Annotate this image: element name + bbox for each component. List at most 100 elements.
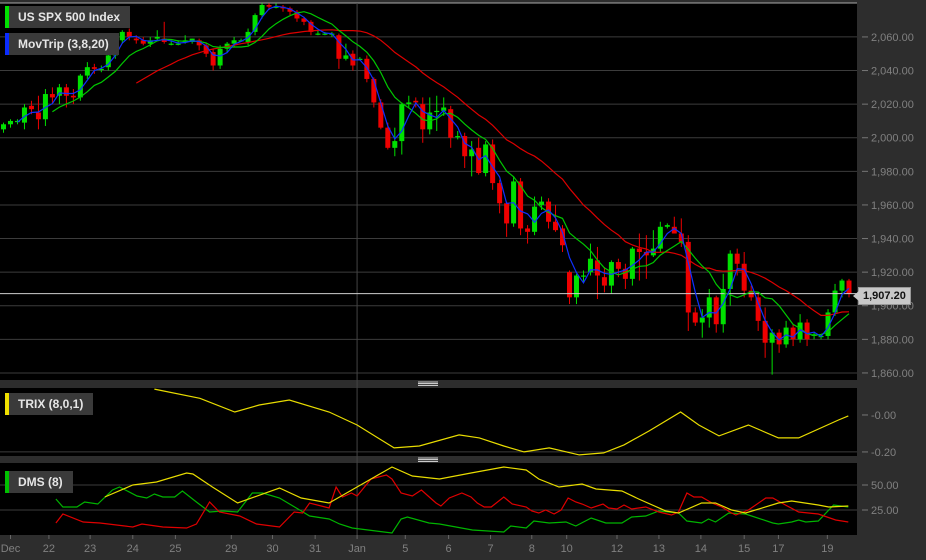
trix-panel[interactable] <box>154 388 849 456</box>
candle[interactable] <box>755 292 761 331</box>
candle[interactable] <box>392 127 398 157</box>
candle-body <box>322 33 328 35</box>
candle[interactable] <box>594 246 600 300</box>
candle[interactable] <box>91 63 97 74</box>
candle[interactable] <box>210 48 216 71</box>
candle-body <box>7 120 13 125</box>
candle[interactable] <box>126 28 132 41</box>
candle[interactable] <box>217 45 223 69</box>
candle-body <box>846 280 852 294</box>
candle[interactable] <box>804 319 810 347</box>
candle-body <box>734 253 740 264</box>
candle[interactable] <box>713 295 719 333</box>
candle[interactable] <box>259 3 265 19</box>
legend-main[interactable]: US SPX 500 Index <box>5 6 131 28</box>
candle[interactable] <box>692 307 698 326</box>
candle[interactable] <box>343 43 349 61</box>
candle[interactable] <box>483 141 489 177</box>
splitter-grip-icon[interactable] <box>418 457 438 462</box>
legend-trix[interactable]: TRIX (8,0,1) <box>5 393 94 415</box>
dms-color-swatch <box>5 471 9 493</box>
candle[interactable] <box>706 288 712 328</box>
candle[interactable] <box>441 97 447 116</box>
candle[interactable] <box>518 178 524 236</box>
candle[interactable] <box>636 233 642 281</box>
candle[interactable] <box>462 132 468 168</box>
candle[interactable] <box>1 122 6 133</box>
candle[interactable] <box>455 131 461 140</box>
candle[interactable] <box>119 30 125 44</box>
candle[interactable] <box>476 137 482 175</box>
candle[interactable] <box>7 119 13 128</box>
candle[interactable] <box>532 196 538 236</box>
candle[interactable] <box>825 309 831 340</box>
candle[interactable] <box>832 283 838 316</box>
dms-panel[interactable] <box>55 466 849 534</box>
candle[interactable] <box>622 263 628 289</box>
candle[interactable] <box>504 201 510 237</box>
ma-slow-line <box>135 29 850 316</box>
candle[interactable] <box>573 273 579 305</box>
candle[interactable] <box>308 20 314 36</box>
candle[interactable] <box>371 77 377 108</box>
candle-body <box>601 277 607 286</box>
candle[interactable] <box>846 278 852 298</box>
candle[interactable] <box>336 33 342 69</box>
candle[interactable] <box>511 176 517 227</box>
candle[interactable] <box>601 267 607 293</box>
candle[interactable] <box>560 225 566 252</box>
candle[interactable] <box>140 36 146 46</box>
candle[interactable] <box>790 324 796 347</box>
price-panel[interactable] <box>0 3 857 375</box>
candle[interactable] <box>105 53 111 71</box>
candle[interactable] <box>629 246 635 286</box>
candle-body <box>560 228 566 246</box>
candle-body <box>420 104 426 130</box>
candle-body <box>399 104 405 142</box>
candle[interactable] <box>734 248 740 276</box>
legend-movtrip[interactable]: MovTrip (3,8,20) <box>5 33 119 55</box>
candle[interactable] <box>196 38 202 51</box>
candle[interactable] <box>497 179 503 214</box>
candle[interactable] <box>664 223 670 229</box>
x-tick-label: 14 <box>695 543 707 555</box>
candle[interactable] <box>525 225 531 244</box>
candle-body <box>622 268 628 279</box>
candle-body <box>713 297 719 325</box>
candle[interactable] <box>615 258 621 278</box>
candle[interactable] <box>252 13 258 36</box>
candle[interactable] <box>776 329 782 353</box>
candle[interactable] <box>301 16 307 26</box>
candle[interactable] <box>364 55 370 83</box>
candle[interactable] <box>406 95 412 108</box>
candle[interactable] <box>434 95 440 132</box>
candle[interactable] <box>699 309 705 338</box>
candle[interactable] <box>566 270 572 305</box>
candle[interactable] <box>294 10 300 22</box>
dms-plus-line <box>55 486 849 534</box>
candle[interactable] <box>84 62 90 79</box>
candle[interactable] <box>580 270 586 283</box>
candle[interactable] <box>287 6 293 16</box>
y-tick-label: 50.00 <box>871 480 899 492</box>
candle[interactable] <box>769 329 775 375</box>
candle[interactable] <box>741 251 747 298</box>
splitter-grip-icon[interactable] <box>418 381 438 386</box>
candle[interactable] <box>685 235 691 331</box>
x-tick-label: 23 <box>84 543 96 555</box>
candle[interactable] <box>154 30 160 41</box>
candle-body <box>839 280 845 291</box>
candle[interactable] <box>56 83 62 105</box>
legend-dms[interactable]: DMS (8) <box>5 471 73 493</box>
candle[interactable] <box>762 307 768 358</box>
candle[interactable] <box>671 216 677 234</box>
candle[interactable] <box>315 30 321 36</box>
candle[interactable] <box>49 87 55 105</box>
candle[interactable] <box>399 102 405 155</box>
candle[interactable] <box>657 221 663 252</box>
candle-body <box>77 75 83 98</box>
candle-body <box>490 144 496 184</box>
candle[interactable] <box>643 235 649 279</box>
x-tick-label: 12 <box>611 543 623 555</box>
